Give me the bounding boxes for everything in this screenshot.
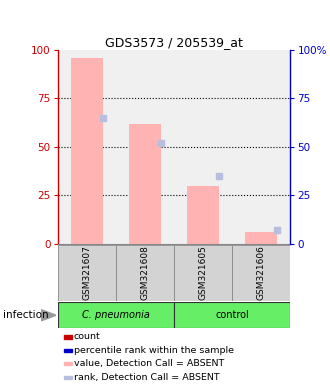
Bar [58,245,116,301]
Text: GSM321607: GSM321607 [82,246,91,300]
Text: GSM321605: GSM321605 [199,246,208,300]
Bar [58,302,174,328]
Title: GDS3573 / 205539_at: GDS3573 / 205539_at [105,36,243,49]
Text: C. pneumonia: C. pneumonia [82,310,150,320]
Text: percentile rank within the sample: percentile rank within the sample [74,346,234,355]
Text: count: count [74,333,101,341]
Bar [129,124,161,244]
Text: rank, Detection Call = ABSENT: rank, Detection Call = ABSENT [74,373,219,382]
Polygon shape [41,310,56,321]
Bar [245,232,277,244]
Bar [116,245,174,301]
Bar [64,362,72,366]
Text: control: control [215,310,249,320]
Bar [64,376,72,379]
Text: value, Detection Call = ABSENT: value, Detection Call = ABSENT [74,359,224,368]
Text: GSM321608: GSM321608 [141,246,149,300]
Bar [174,245,232,301]
Text: infection: infection [3,310,49,320]
Bar [64,349,72,352]
Bar [187,186,219,244]
Bar [232,245,290,301]
Bar [71,58,103,244]
Text: GSM321606: GSM321606 [257,246,266,300]
Bar [174,302,290,328]
Bar [64,335,72,339]
